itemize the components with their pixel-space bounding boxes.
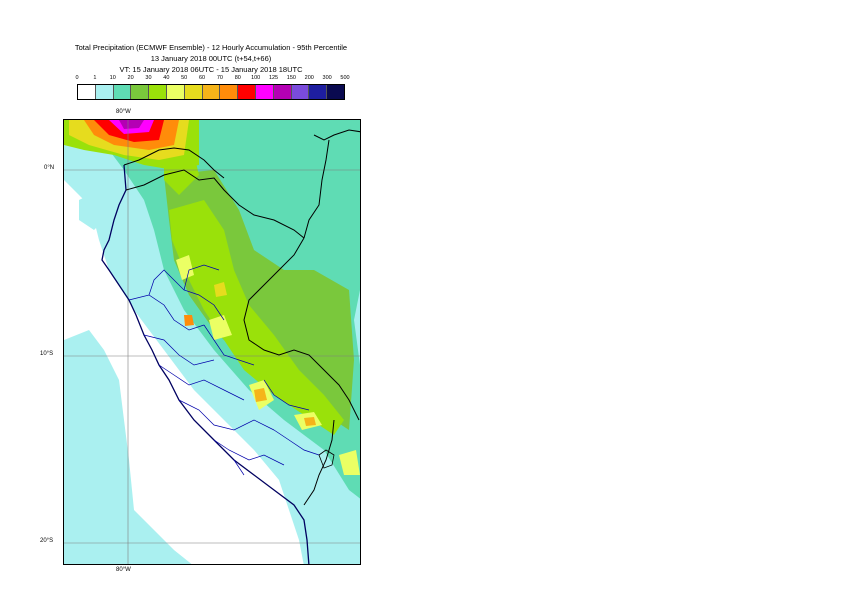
legend-swatch [131,85,150,99]
precip-band-30-40 [169,200,344,435]
precip-band-40-50 [339,450,360,475]
coastline [101,164,310,564]
lon-label-bottom-outside: 80°W [116,567,131,573]
lon-label-top-outside: 80°W [116,109,131,115]
chart-title: Total Precipitation (ECMWF Ensemble) - 1… [74,43,348,52]
lat-label-left: 20°S [40,538,54,544]
lat-label-left: 0°N [44,165,55,171]
border-brazil-north [303,129,360,239]
legend-tick-labels: 0 1 10 20 30 40 50 60 70 80 100 125 150 200 300 500 [68,75,358,85]
precip-band-40-50 [176,255,194,280]
precip-band-60-70 [254,388,267,402]
legend-swatch [309,85,328,99]
legend-tick-label: 125 [268,75,279,81]
map-panel: 80°W 80°W 0°N 10°S 20°S [63,119,361,565]
legend-tick-label: 300 [322,75,332,81]
legend-swatch [202,85,221,99]
legend-swatch [238,85,256,99]
legend-tick-label: 0 [75,75,79,81]
color-legend [77,84,345,100]
border-peru-brazil [243,237,360,421]
legend-swatch [327,85,344,99]
legend-tick-label: 30 [145,75,152,81]
legend-tick-label: 70 [216,75,223,81]
border-ecuador-peru [125,169,305,239]
legend-tick-label: 80 [234,75,241,81]
precip-band-1-10 [64,330,192,564]
run-time-label: 13 January 2018 00UTC (t+54,t+66) [150,54,272,63]
precipitation-map [64,120,360,564]
lake-titicaca [318,449,335,469]
legend-tick-label: 50 [181,75,188,81]
legend-tick-label: 60 [199,75,206,81]
department-borders [128,264,320,476]
legend-tick-label: 500 [340,75,350,81]
border-colombia [123,147,225,179]
legend-swatch [166,85,185,99]
precip-band-60-70 [304,417,316,426]
legend-tick-label: 150 [286,75,296,81]
precip-band-70-80 [184,315,194,326]
valid-time-label: VT: 15 January 2018 06UTC - 15 January 2… [119,65,303,74]
legend-swatch [184,85,203,99]
border-peru-bolivia [303,419,335,506]
legend-swatch [78,85,96,99]
legend-swatch [220,85,239,99]
legend-swatch [291,85,310,99]
legend-swatch [273,85,292,99]
precip-band-1-10 [79,190,109,230]
legend-swatch [113,85,132,99]
precip-band-40-50 [209,315,232,340]
legend-tick-label: 100 [251,75,261,81]
lat-label-left: 10°S [40,351,54,357]
legend-tick-label: 40 [163,75,170,81]
legend-swatch [149,85,167,99]
legend-tick-label: 1 [93,75,97,81]
legend-tick-label: 20 [127,75,134,81]
precip-band-125-150 [119,120,144,129]
legend-swatch [95,85,114,99]
legend-tick-label: 200 [304,75,314,81]
precip-band-50-60 [214,282,227,297]
legend-tick-label: 10 [109,75,116,81]
legend-swatch [255,85,274,99]
